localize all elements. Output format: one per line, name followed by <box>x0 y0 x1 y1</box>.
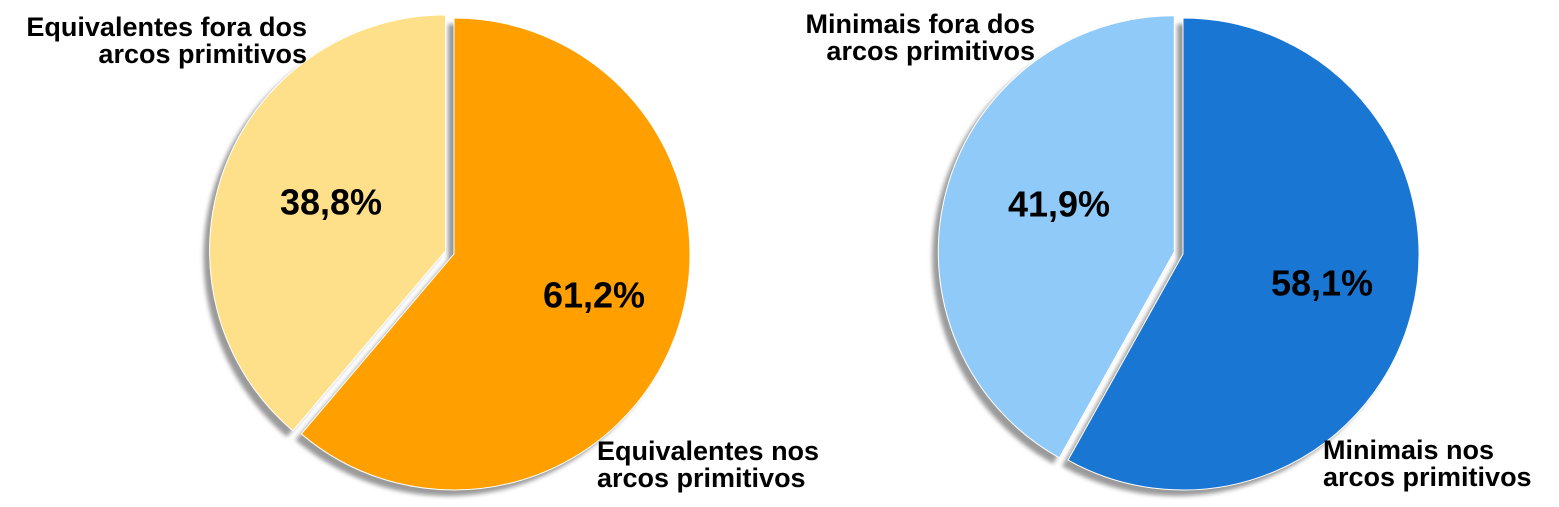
pie-2-category-label-2: Minimais nos arcos primitivos <box>1323 435 1532 492</box>
pie-2-percent-label-1: 41,9% <box>1008 184 1110 225</box>
pie-1-slice-2 <box>300 17 691 491</box>
pie-chart-2: 41,9% 58,1% Minimais fora dos arcos primiti… <box>805 9 1532 496</box>
pie-1-slice-1 <box>209 14 447 432</box>
pie-2-percent-label-2: 58,1% <box>1271 263 1373 304</box>
pie-2-slice-2 <box>1067 17 1420 491</box>
pie-1-category-label-1: Equivalentes fora dos arcos primitivos <box>26 12 307 69</box>
pie-2-category-label-1: Minimais fora dos arcos primitivos <box>805 9 1035 66</box>
pie-1-percent-label-1: 38,8% <box>280 182 382 223</box>
pie-1-percent-label-2: 61,2% <box>543 275 645 316</box>
pie-2-slice-1 <box>937 15 1175 459</box>
pie-chart-1: 38,8% 61,2% Equivalentes fora dos arcos pri… <box>26 12 819 496</box>
pie-1-category-label-2: Equivalentes nos arcos primitivos <box>597 436 819 493</box>
